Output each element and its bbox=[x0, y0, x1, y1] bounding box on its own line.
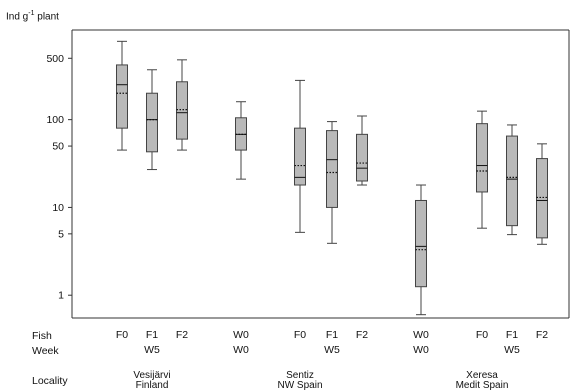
week-label: W0 bbox=[233, 344, 249, 356]
fish-label: W0 bbox=[233, 329, 249, 341]
box-iqr bbox=[506, 135, 518, 227]
fish-label: F1 bbox=[506, 329, 518, 341]
box-group-6 bbox=[326, 121, 338, 244]
box-iqr bbox=[415, 199, 427, 288]
fish-label: F0 bbox=[476, 329, 488, 341]
locality-label: Medit Spain bbox=[456, 380, 509, 391]
y-tick-label: 50 bbox=[52, 141, 64, 153]
box-iqr bbox=[116, 64, 128, 129]
locality-label: Sentiz bbox=[286, 370, 314, 381]
fish-label: F1 bbox=[146, 329, 158, 341]
box-group-5 bbox=[294, 79, 306, 233]
box-iqr bbox=[176, 81, 188, 140]
box-group-4 bbox=[235, 101, 247, 180]
locality-label: Xeresa bbox=[466, 370, 498, 381]
fish-label: F0 bbox=[294, 329, 306, 341]
box-iqr bbox=[536, 158, 548, 239]
week-label: W5 bbox=[324, 344, 340, 356]
week-row-label: Week bbox=[32, 345, 59, 357]
y-tick-label: 500 bbox=[46, 53, 64, 65]
fish-label: W0 bbox=[413, 329, 429, 341]
week-label: W5 bbox=[504, 344, 520, 356]
locality-row-label: Locality bbox=[32, 375, 68, 387]
locality-label: Vesijärvi bbox=[133, 370, 170, 381]
y-axis-label: Ind g-1 plant bbox=[6, 10, 59, 23]
box-iqr bbox=[146, 92, 158, 153]
box-group-2 bbox=[146, 69, 158, 171]
y-tick-label: 1 bbox=[58, 290, 64, 302]
box-group-1 bbox=[116, 40, 128, 151]
y-tick-label: 5 bbox=[58, 228, 64, 240]
box-group-11 bbox=[536, 143, 548, 245]
locality-label: Finland bbox=[136, 380, 169, 391]
fish-label: F2 bbox=[536, 329, 548, 341]
box-iqr bbox=[294, 127, 306, 186]
fish-label: F2 bbox=[356, 329, 368, 341]
y-tick-label: 10 bbox=[52, 202, 64, 214]
fish-label: F1 bbox=[326, 329, 338, 341]
box-group-7 bbox=[356, 115, 368, 186]
y-tick-label: 100 bbox=[46, 114, 64, 126]
box-iqr bbox=[476, 123, 488, 193]
box-group-10 bbox=[506, 124, 518, 236]
fish-row-label: Fish bbox=[32, 330, 52, 342]
locality-label: NW Spain bbox=[277, 380, 322, 391]
week-label: W5 bbox=[144, 344, 160, 356]
box-iqr bbox=[356, 133, 368, 182]
box-group-9 bbox=[476, 110, 488, 229]
fish-label: F2 bbox=[176, 329, 188, 341]
fish-label: F0 bbox=[116, 329, 128, 341]
box-iqr bbox=[326, 130, 338, 208]
week-label: W0 bbox=[413, 344, 429, 356]
box-group-3 bbox=[176, 59, 188, 151]
box-group-8 bbox=[415, 184, 427, 316]
